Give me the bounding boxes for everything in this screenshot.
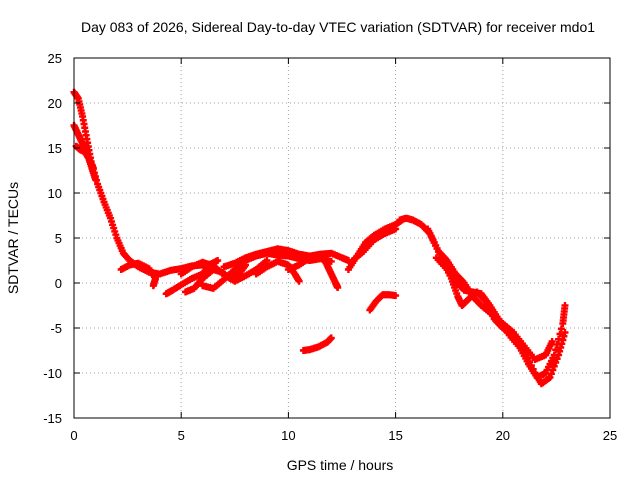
chart-title: Day 083 of 2026, Sidereal Day-to-day VTE… bbox=[81, 19, 595, 35]
y-tick-label: 5 bbox=[55, 231, 62, 246]
y-tick-label: 20 bbox=[48, 96, 62, 111]
data-point bbox=[392, 225, 400, 233]
data-point bbox=[557, 325, 565, 333]
data-point bbox=[392, 292, 400, 300]
y-tick-label: -15 bbox=[43, 411, 62, 426]
grid-lines bbox=[74, 58, 610, 418]
series-satellite-track-13 bbox=[349, 225, 400, 264]
series-satellite-track-17 bbox=[366, 291, 400, 314]
y-tick-label: 25 bbox=[48, 51, 62, 66]
data-point bbox=[91, 176, 99, 183]
axis-ticks: 0 5 10 15 20 25 -15 -10 -5 0 5 10 15 20 25 bbox=[43, 51, 617, 443]
data-point bbox=[149, 282, 157, 290]
y-tick-label: 0 bbox=[55, 276, 62, 291]
series-satellite-track-11 bbox=[284, 250, 342, 291]
x-axis-label: GPS time / hours bbox=[287, 457, 394, 473]
data-point bbox=[295, 277, 303, 285]
data-point bbox=[214, 257, 222, 264]
data-point bbox=[334, 284, 342, 291]
data-point bbox=[553, 341, 561, 348]
y-tick-label: 10 bbox=[48, 186, 62, 201]
data-point bbox=[555, 335, 563, 343]
y-tick-label: -10 bbox=[43, 366, 62, 381]
data-point bbox=[556, 330, 564, 338]
data-point bbox=[552, 359, 560, 366]
y-tick-label: -5 bbox=[50, 321, 62, 336]
x-tick-label: 5 bbox=[178, 428, 185, 443]
data-point bbox=[550, 351, 558, 359]
data-point bbox=[546, 374, 554, 381]
data-point bbox=[89, 164, 97, 172]
y-tick-label: 15 bbox=[48, 141, 62, 156]
series-satellite-track-3 bbox=[72, 142, 97, 172]
x-tick-label: 0 bbox=[70, 428, 77, 443]
x-tick-label: 10 bbox=[281, 428, 295, 443]
series-satellite-track-4 bbox=[117, 259, 159, 290]
x-tick-label: 15 bbox=[388, 428, 402, 443]
data-point bbox=[548, 338, 556, 345]
data-points bbox=[70, 88, 569, 388]
data-point bbox=[327, 334, 335, 342]
x-tick-label: 25 bbox=[603, 428, 617, 443]
data-point bbox=[561, 302, 569, 309]
series-satellite-track-5 bbox=[162, 257, 222, 298]
series-satellite-track-18 bbox=[299, 334, 335, 354]
data-point bbox=[561, 329, 569, 336]
data-point bbox=[327, 257, 335, 265]
x-tick-label: 20 bbox=[496, 428, 510, 443]
data-point bbox=[552, 346, 560, 354]
data-point bbox=[263, 257, 271, 264]
y-axis-label: SDTVAR / TECUs bbox=[5, 182, 21, 294]
series-satellite-track-16 bbox=[432, 254, 569, 381]
